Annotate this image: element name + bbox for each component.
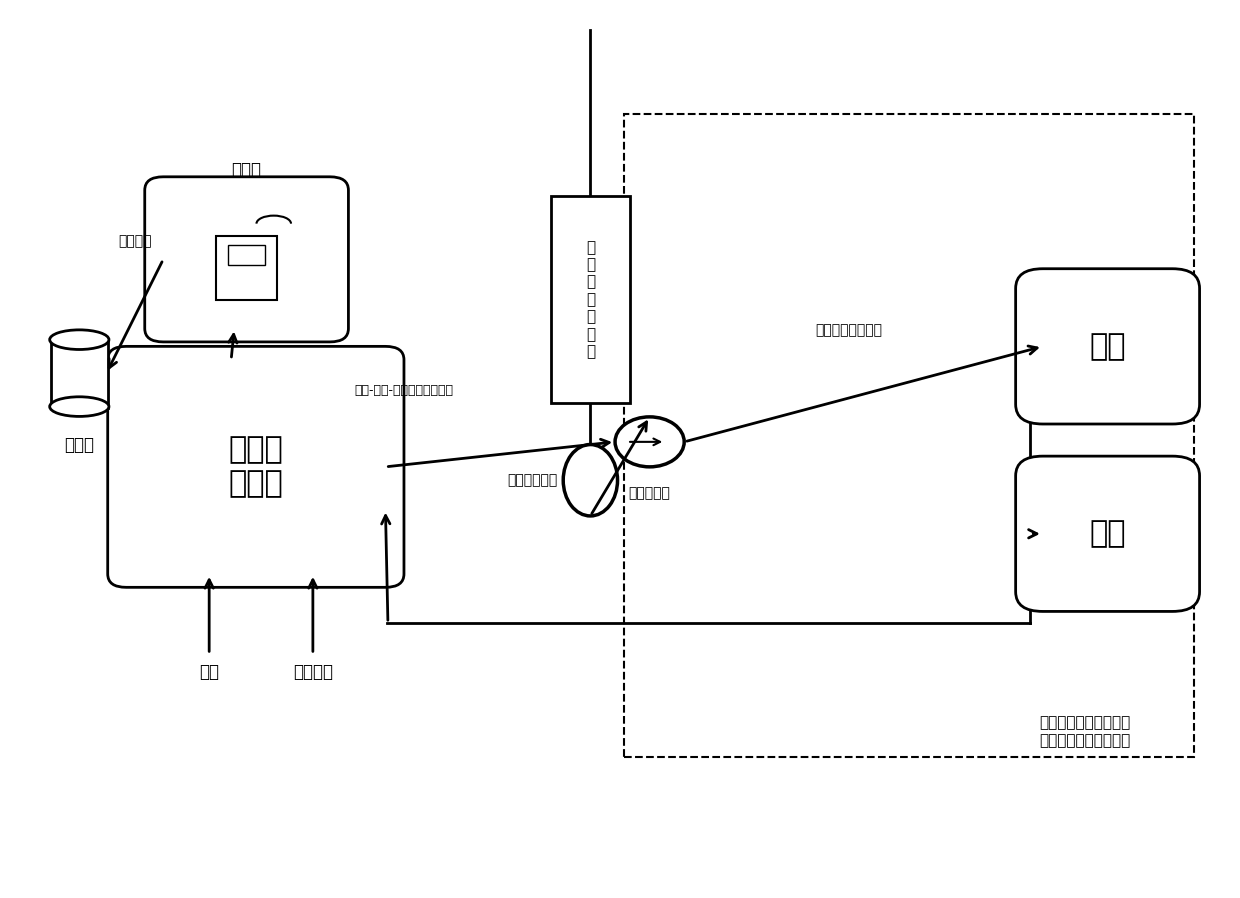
FancyBboxPatch shape [51, 339, 108, 408]
Text: 天然气减压站: 天然气减压站 [507, 473, 557, 488]
FancyBboxPatch shape [216, 236, 278, 300]
Text: 加氢站: 加氢站 [232, 161, 262, 179]
Text: 重构复合气体管道: 重构复合气体管道 [815, 323, 882, 338]
Text: 气体注入站: 气体注入站 [629, 487, 671, 500]
Ellipse shape [50, 397, 109, 417]
Text: 输氢管道: 输氢管道 [118, 233, 151, 248]
Text: 天
然
气
输
送
管
道: 天 然 气 输 送 管 道 [585, 240, 595, 359]
Circle shape [615, 417, 684, 467]
Text: 电网: 电网 [200, 664, 219, 682]
FancyBboxPatch shape [1016, 269, 1199, 424]
Text: 用户: 用户 [1090, 519, 1126, 549]
FancyBboxPatch shape [145, 177, 348, 342]
FancyBboxPatch shape [228, 245, 265, 265]
Text: 氢气-甲烷-一氧化碳输送管道: 氢气-甲烷-一氧化碳输送管道 [355, 384, 454, 397]
FancyBboxPatch shape [108, 347, 404, 587]
FancyBboxPatch shape [1016, 456, 1199, 612]
Ellipse shape [563, 445, 618, 516]
FancyBboxPatch shape [551, 197, 630, 402]
Text: 热电联产: 热电联产 [293, 664, 332, 682]
Text: 用户: 用户 [1090, 332, 1126, 361]
Text: 储氢罐: 储氢罐 [64, 436, 94, 454]
Text: 可逆燃
料电池: 可逆燃 料电池 [228, 436, 283, 498]
Ellipse shape [50, 330, 109, 349]
Text: 含氢气、甲烷和一氧化
碳注入的天然气配送网: 含氢气、甲烷和一氧化 碳注入的天然气配送网 [1039, 716, 1131, 748]
